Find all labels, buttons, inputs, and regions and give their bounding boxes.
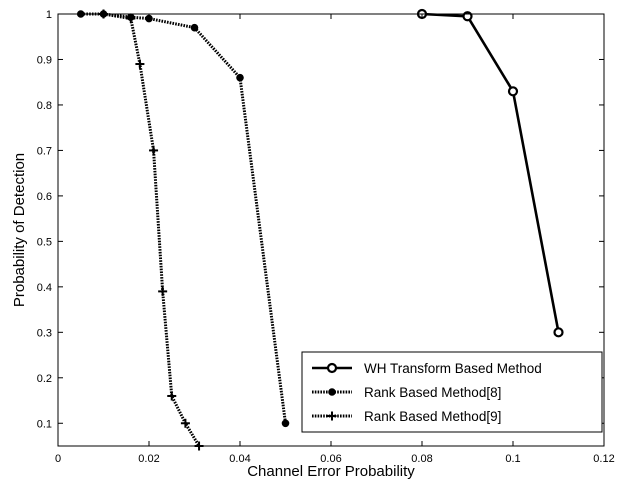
legend-entry: Rank Based Method[8]	[312, 385, 501, 400]
x-tick-label: 0	[55, 453, 61, 465]
legend-marker	[328, 388, 336, 396]
legend-marker	[327, 411, 337, 421]
data-point	[507, 86, 519, 97]
x-tick-label: 0.06	[320, 453, 341, 465]
data-point	[149, 145, 159, 155]
x-axis-label: Channel Error Probability	[247, 463, 415, 480]
data-point	[190, 23, 199, 32]
y-tick-label: 1	[46, 9, 52, 21]
data-point	[553, 327, 564, 338]
legend-label: WH Transform Based Method	[364, 361, 542, 376]
x-tick-label: 0.04	[229, 453, 250, 465]
x-tick-label: 0.12	[593, 453, 614, 465]
y-tick-label: 0.6	[37, 191, 52, 203]
legend: WH Transform Based Method Rank Based Meth…	[301, 351, 603, 433]
x-tick-label: 0.1	[505, 453, 520, 465]
tick-labels: 0 0.02 0.04 0.06 0.08 0.1 0.12 0.1 0.2 0.3 0.4 0.5 0…	[37, 9, 615, 465]
data-point	[236, 73, 244, 82]
legend-label: Rank Based Method[8]	[364, 385, 501, 400]
y-tick-label: 0.2	[37, 373, 52, 385]
y-axis-label: Probability of Detection	[11, 153, 28, 307]
legend-entry: Rank Based Method[9]	[312, 409, 501, 424]
y-tick-label: 0.8	[37, 100, 52, 112]
data-point	[281, 419, 290, 428]
data-point	[126, 14, 136, 24]
y-tick-label: 0.7	[37, 145, 52, 157]
data-point	[462, 11, 473, 22]
series-line	[421, 12, 560, 333]
axes	[57, 13, 605, 447]
x-tick-label: 0.02	[138, 453, 159, 465]
y-tick-label: 0.5	[37, 236, 52, 248]
y-tick-label: 0.3	[37, 327, 52, 339]
data-point	[135, 59, 145, 69]
legend-label: Rank Based Method[9]	[364, 409, 501, 424]
data-point	[158, 286, 168, 296]
data-point	[180, 418, 190, 428]
legend-marker	[326, 362, 338, 374]
legend-entry: WH Transform Based Method	[312, 361, 542, 376]
y-tick-label: 0.1	[37, 418, 52, 430]
data-point	[167, 391, 177, 401]
x-tick-label: 0.08	[411, 453, 432, 465]
y-tick-label: 0.9	[37, 54, 52, 66]
y-tick-label: 0.4	[37, 282, 52, 294]
series-1	[416, 8, 564, 338]
